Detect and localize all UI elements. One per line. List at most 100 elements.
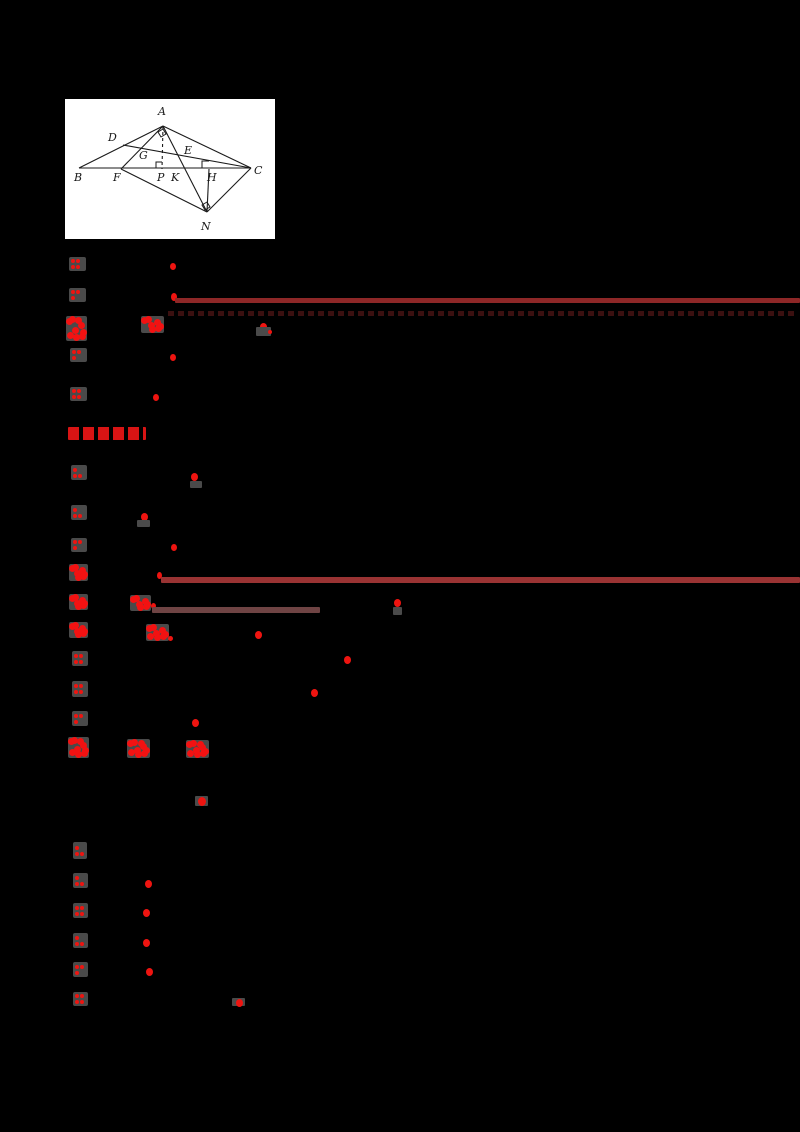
bar [175,298,800,303]
red-dot [394,599,401,607]
frac-dot-row [75,851,84,856]
frac-dot-row [74,684,83,688]
red-dot [236,999,243,1007]
frac-badge [73,903,88,918]
red-text-row [68,427,146,440]
figure-segment [206,168,210,213]
red-cluster [66,316,87,341]
figure-segment [120,168,208,213]
frac-dot-row [75,875,79,880]
figure-segment [162,125,252,169]
point-label-F: F [112,171,121,184]
frac-badge [72,711,88,726]
frac-badge [72,681,88,697]
frac-dot-row [75,994,84,998]
frac-dot-row [71,296,75,300]
red-dot [151,603,156,609]
red-dot [170,263,176,270]
red-dot [141,513,148,521]
frac-dot-row [75,881,84,886]
frac-dot-row [73,540,82,544]
frac-dot-row [73,507,77,512]
frac-badge [69,257,86,271]
frac-dot-row [74,719,78,724]
point-label-D: D [107,131,117,144]
red-dot [198,797,206,806]
frac-dot-row [72,395,81,399]
point-label-A: A [157,105,166,118]
faint-row [168,311,795,316]
figure-segment [162,125,208,213]
red-cluster [68,737,89,758]
frac-badge [70,348,87,362]
red-dot [255,631,262,639]
red-dot [153,394,159,401]
gray-chip [137,520,150,527]
right-angle-mark [155,161,162,168]
frac-badge [69,288,86,302]
frac-dot-row [73,473,82,478]
frac-badge [73,842,87,859]
frac-badge [71,538,87,552]
frac-dot-row [74,653,83,658]
red-dot [311,689,318,697]
figure-segment [122,144,252,169]
red-dot [146,968,153,976]
red-dot [157,572,162,579]
frac-dot-row [75,941,84,946]
point-label-C: C [254,164,263,177]
frac-dot-row [71,265,80,269]
frac-dot-row [75,845,79,850]
figure-segment [120,125,164,170]
red-dot [143,909,150,917]
figure-segment [78,125,164,169]
frac-dot-row [74,713,83,718]
point-label-P: P [156,171,165,184]
red-cluster [186,740,209,758]
red-cluster [69,564,88,581]
frac-dot-row [71,259,80,263]
point-label-B: B [73,171,82,184]
frac-dot-row [72,350,81,354]
frac-dot-row [73,467,77,472]
point-label-K: K [170,171,180,184]
right-angle-mark [201,160,209,168]
gray-chip [256,327,271,336]
red-cluster [69,622,88,638]
frac-badge [71,505,87,520]
bar [161,577,800,583]
frac-dot-row [75,1000,84,1004]
red-dot [171,293,177,301]
point-label-N: N [200,220,211,233]
frac-badge [73,962,88,977]
frac-dot-row [75,964,84,969]
gray-chip [190,481,202,488]
gray-chip [393,607,402,615]
red-dot [168,636,173,641]
frac-dot-row [74,690,83,694]
point-label-E: E [183,144,192,157]
frac-badge [72,651,88,666]
frac-dot-row [75,970,79,975]
frac-badge [73,873,88,888]
frac-badge [73,933,88,948]
red-dot [143,939,150,947]
red-dot [145,880,152,888]
red-dot [268,330,272,334]
point-label-G: G [139,149,148,162]
figure-dashed-segment [161,125,164,170]
red-dot [192,719,199,727]
red-dot [171,544,177,551]
red-cluster [141,316,164,333]
frac-badge [70,387,87,401]
frac-dot-row [71,290,80,294]
red-cluster [127,739,150,758]
red-dot [191,473,198,481]
frac-dot-row [72,356,76,360]
red-cluster [130,595,151,611]
red-dot [170,354,176,361]
figure-segment [206,167,252,213]
frac-dot-row [72,389,81,393]
